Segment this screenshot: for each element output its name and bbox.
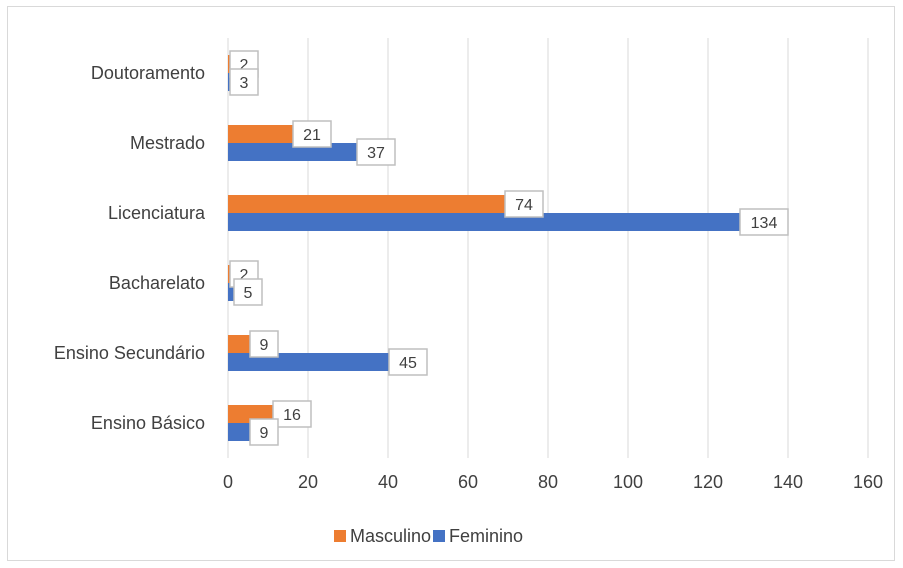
- data-label-box: [249, 418, 279, 446]
- data-label-masculino-ensino-secundario: 9: [249, 330, 279, 358]
- data-label-text: 2: [240, 267, 249, 284]
- data-label-masculino-licenciatura: 74: [504, 190, 544, 218]
- bar-feminino-licenciatura: [228, 213, 764, 231]
- legend-swatch-masculino: [334, 530, 346, 542]
- legend-swatch-feminino: [433, 530, 445, 542]
- category-label-ensino-secundario: Ensino Secundário: [54, 343, 205, 363]
- tick-labels: 0 20 40 60 80 100 120 140 160: [223, 472, 883, 492]
- data-label-feminino-doutoramento: 3: [229, 68, 259, 96]
- data-label-text: 2: [240, 57, 249, 74]
- data-label-box: [233, 278, 263, 306]
- data-label-box: [272, 400, 312, 428]
- category-label-bacharelato: Bacharelato: [109, 273, 205, 293]
- data-label-feminino-licenciatura: 134: [739, 208, 789, 236]
- bar-masculino-licenciatura: [228, 195, 524, 213]
- data-label-box: [292, 120, 332, 148]
- data-label-box: [504, 190, 544, 218]
- category-label-doutoramento: Doutoramento: [91, 63, 205, 83]
- data-label-text: 9: [260, 337, 269, 354]
- tick-label-0: 0: [223, 472, 233, 492]
- tick-label-80: 80: [538, 472, 558, 492]
- legend: Masculino Feminino: [334, 526, 523, 546]
- data-label-text: 5: [244, 285, 253, 302]
- tick-label-20: 20: [298, 472, 318, 492]
- data-label-text: 3: [240, 75, 249, 92]
- category-label-licenciatura: Licenciatura: [108, 203, 206, 223]
- tick-label-100: 100: [613, 472, 643, 492]
- data-label-masculino-mestrado: 21: [292, 120, 332, 148]
- data-label-text: 37: [367, 145, 385, 162]
- tick-label-160: 160: [853, 472, 883, 492]
- tick-label-40: 40: [378, 472, 398, 492]
- data-label-text: 134: [751, 215, 778, 232]
- data-label-box: [739, 208, 789, 236]
- data-label-text: 21: [303, 127, 321, 144]
- legend-label-feminino: Feminino: [449, 526, 523, 546]
- data-label-feminino-ensino-secundario: 45: [388, 348, 428, 376]
- data-label-text: 74: [515, 197, 533, 214]
- category-label-ensino-basico: Ensino Básico: [91, 413, 205, 433]
- data-label-box: [356, 138, 396, 166]
- data-label-box: [249, 330, 279, 358]
- tick-label-140: 140: [773, 472, 803, 492]
- chart-frame: [7, 6, 895, 561]
- tick-label-120: 120: [693, 472, 723, 492]
- category-label-mestrado: Mestrado: [130, 133, 205, 153]
- bar-masculino-mestrado: [228, 125, 312, 143]
- data-label-masculino-ensino-basico: 16: [272, 400, 312, 428]
- legend-label-masculino: Masculino: [350, 526, 431, 546]
- gridlines: [227, 38, 869, 458]
- bar-feminino-mestrado: [228, 143, 376, 161]
- data-label-feminino-ensino-basico: 9: [249, 418, 279, 446]
- category-labels: Doutoramento Mestrado Licenciatura Bacharel…: [54, 63, 206, 433]
- data-label-text: 9: [260, 425, 269, 442]
- data-label-text: 16: [283, 407, 301, 424]
- data-label-text: 45: [399, 355, 417, 372]
- data-label-box: [229, 68, 259, 96]
- tick-label-60: 60: [458, 472, 478, 492]
- data-label-box: [388, 348, 428, 376]
- data-label-feminino-bacharelato: 5: [233, 278, 263, 306]
- data-label-feminino-mestrado: 37: [356, 138, 396, 166]
